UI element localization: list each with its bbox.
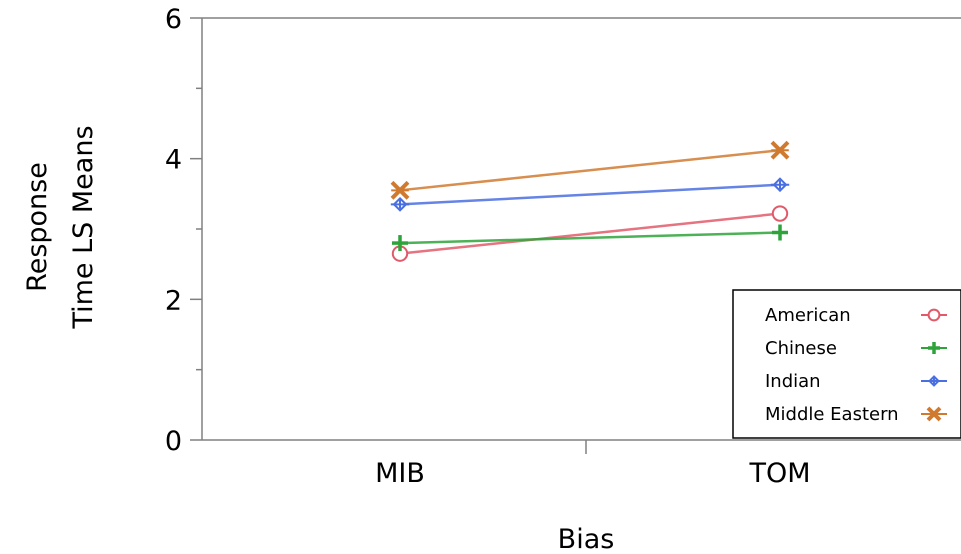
series-line [399, 231, 781, 245]
x-axis: MIB TOM [375, 440, 811, 489]
x-tick-label: MIB [375, 458, 425, 489]
data-point [771, 205, 789, 222]
legend-item: Middle Eastern [765, 404, 947, 425]
series-line [399, 212, 781, 255]
data-point [772, 224, 788, 241]
legend-item: Chinese [765, 338, 947, 359]
y-tick-label: 4 [165, 145, 182, 176]
y-tick-label: 2 [165, 285, 182, 316]
data-point [928, 342, 940, 354]
legend-item-label: Chinese [765, 338, 837, 359]
data-point [390, 196, 410, 212]
series-indian [390, 177, 790, 212]
series-layer [390, 140, 790, 262]
legend-item-label: American [765, 305, 851, 326]
legend-item: American [765, 305, 947, 326]
circle-marker [927, 308, 941, 322]
y-axis-title-line-1: Response [22, 162, 53, 292]
data-point [770, 140, 790, 160]
y-axis: 0 2 4 6 [165, 4, 202, 457]
legend: American Chinese Indian Middle Eastern [732, 289, 961, 439]
y-tick-label: 6 [165, 4, 182, 35]
data-point [392, 235, 408, 252]
x-axis-title: Bias [558, 524, 615, 554]
x-tick-label: TOM [748, 458, 810, 489]
legend-item: Indian [765, 371, 947, 392]
series-line [399, 148, 781, 192]
data-point [927, 308, 941, 322]
series-line [399, 183, 781, 206]
circle-marker [771, 205, 789, 222]
data-point [926, 406, 942, 422]
series-middle-eastern [390, 140, 790, 200]
data-point [770, 177, 790, 193]
y-tick-label: 0 [165, 426, 182, 457]
legend-item-label: Middle Eastern [765, 404, 899, 425]
series-chinese [392, 224, 788, 252]
data-point [927, 375, 941, 387]
data-point [390, 180, 410, 200]
y-axis-title-line-2: Time LS Means [68, 125, 99, 329]
legend-item-label: Indian [765, 371, 821, 392]
series-american [391, 205, 789, 262]
